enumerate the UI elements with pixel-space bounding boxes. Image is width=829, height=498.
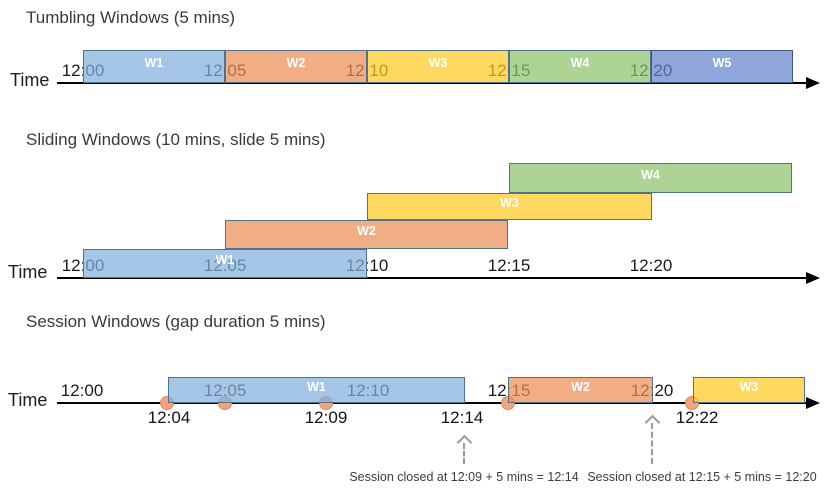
sliding-windows-title: Sliding Windows (10 mins, slide 5 mins) <box>26 130 326 149</box>
window-box-w3 <box>367 193 652 220</box>
time-axis-line <box>57 82 806 85</box>
window-box-w4 <box>509 163 792 193</box>
event-time-label: 12:22 <box>675 408 719 427</box>
tumbling-windows-title: Tumbling Windows (5 mins) <box>26 8 236 27</box>
sliding-time-axis-label: Time <box>8 262 48 282</box>
event-time-label: 12:09 <box>304 408 348 427</box>
event-time-label: 12:14 <box>440 408 484 427</box>
session-closed-note: Session closed at 12:09 + 5 mins = 12:14 <box>349 470 579 484</box>
session-time-axis-label: Time <box>8 390 48 410</box>
window-label-w5: W5 <box>712 55 732 70</box>
time-axis-arrowhead-icon <box>806 397 820 409</box>
window-box-w1 <box>83 249 367 278</box>
window-label-w2: W2 <box>357 224 376 239</box>
axis-tick-label: 12:00 <box>60 381 104 400</box>
window-box-w3 <box>693 377 805 403</box>
time-axis-line <box>57 402 806 405</box>
window-label-w2: W2 <box>571 379 590 394</box>
dashed-arrow-line <box>463 443 465 464</box>
window-label-w4: W4 <box>570 55 590 70</box>
axis-tick-label: 12:15 <box>487 256 531 275</box>
window-box-w2 <box>508 377 653 403</box>
window-label-w2: W2 <box>286 55 306 70</box>
window-box-w5 <box>651 50 793 83</box>
window-box-w2 <box>225 220 508 249</box>
session-windows-title: Session Windows (gap duration 5 mins) <box>26 312 326 331</box>
window-label-w1: W1 <box>307 379 326 394</box>
window-box-w2 <box>225 50 367 83</box>
session-closed-note: Session closed at 12:15 + 5 mins = 12:20 <box>587 470 817 484</box>
window-label-w4: W4 <box>641 167 660 182</box>
window-box-w3 <box>367 50 509 83</box>
axis-tick-label: 12:20 <box>629 256 673 275</box>
time-axis-arrowhead-icon <box>806 77 820 89</box>
window-label-w3: W3 <box>428 55 448 70</box>
window-label-w1: W1 <box>144 55 164 70</box>
time-axis-line <box>57 277 806 280</box>
window-label-w3: W3 <box>500 196 519 211</box>
tumbling-time-axis-label: Time <box>10 70 50 90</box>
window-box-w1 <box>168 377 465 403</box>
window-box-w1 <box>83 50 225 83</box>
time-axis-arrowhead-icon <box>806 272 820 284</box>
dashed-arrow-line <box>651 423 653 464</box>
window-box-w4 <box>509 50 651 83</box>
window-label-w3: W3 <box>739 379 759 394</box>
event-time-label: 12:04 <box>147 408 191 427</box>
window-label-w1: W1 <box>215 253 235 268</box>
